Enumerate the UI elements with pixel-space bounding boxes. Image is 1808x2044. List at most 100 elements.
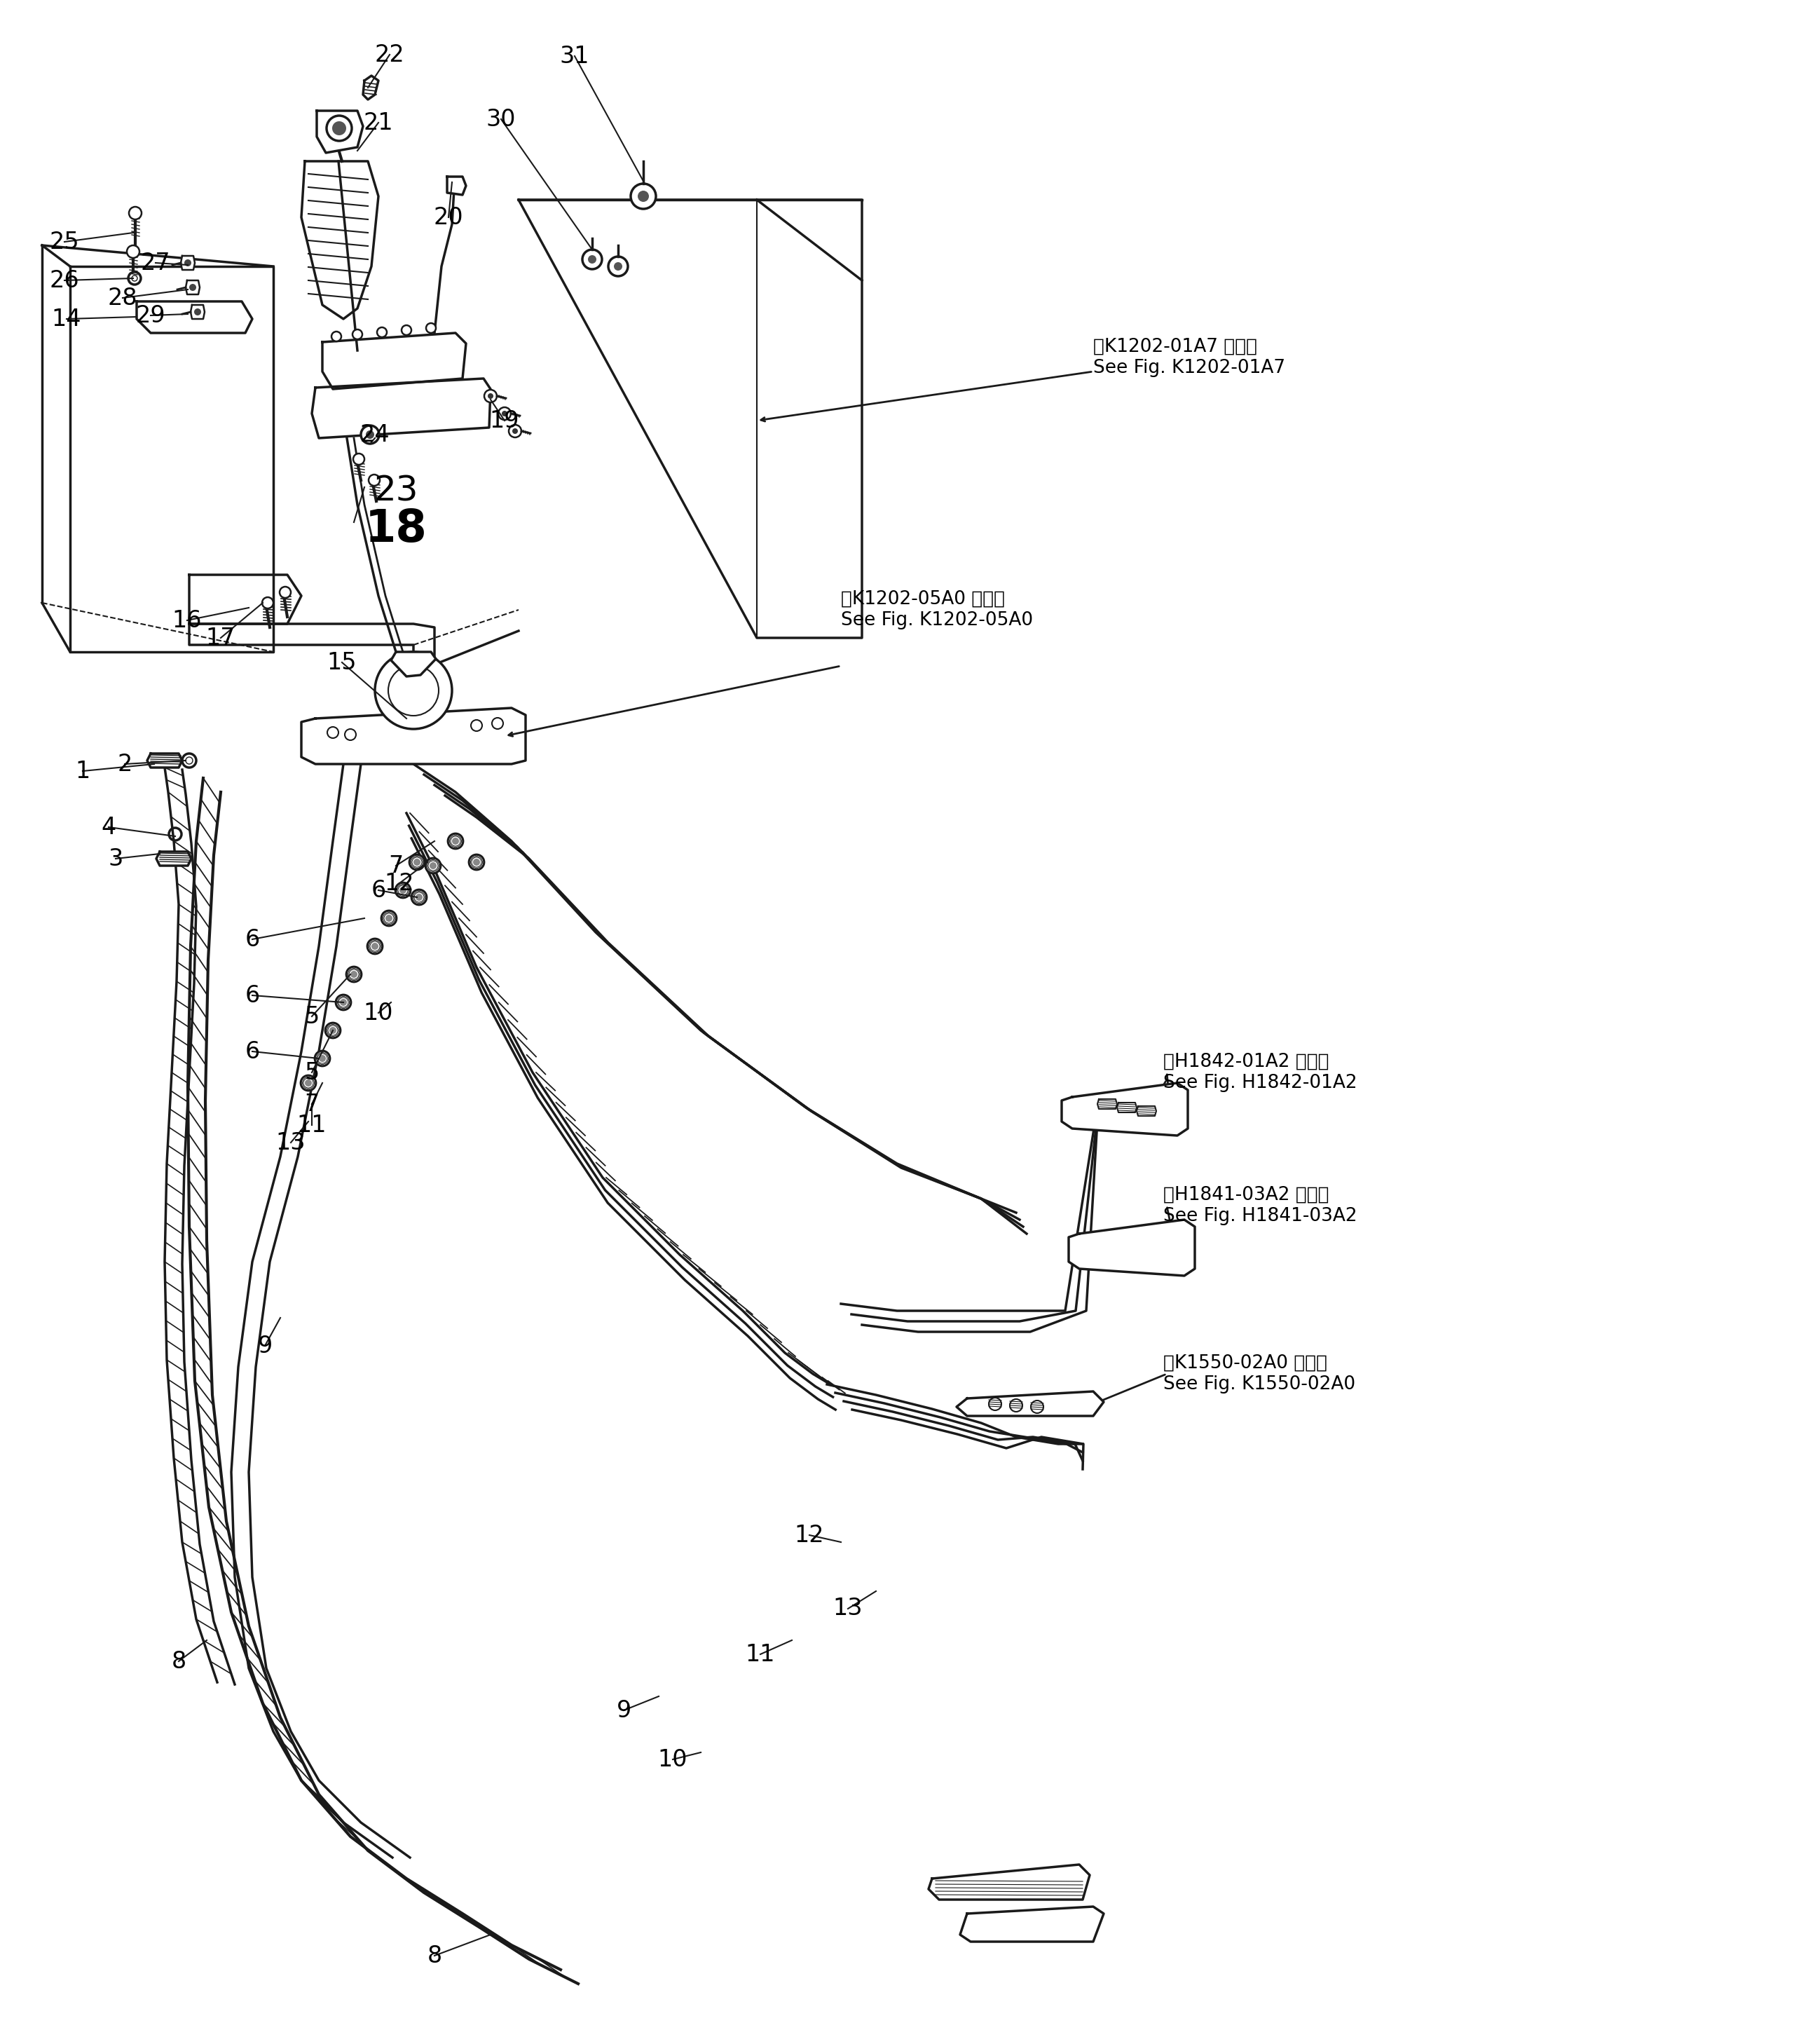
Text: 第K1550-02A0 図参照
See Fig. K1550-02A0: 第K1550-02A0 図参照 See Fig. K1550-02A0: [1163, 1355, 1356, 1394]
Circle shape: [362, 425, 380, 444]
Circle shape: [381, 910, 396, 926]
Circle shape: [183, 754, 197, 769]
Polygon shape: [363, 76, 378, 100]
Circle shape: [615, 262, 622, 270]
Text: 15: 15: [327, 650, 356, 675]
Circle shape: [396, 883, 410, 897]
Text: 5: 5: [304, 1061, 320, 1083]
Polygon shape: [311, 378, 490, 437]
Text: 8: 8: [427, 1944, 441, 1966]
Circle shape: [351, 971, 358, 977]
Circle shape: [492, 717, 503, 730]
Polygon shape: [190, 305, 204, 319]
Circle shape: [488, 392, 494, 399]
Circle shape: [588, 256, 597, 264]
Circle shape: [325, 1022, 340, 1038]
Polygon shape: [447, 176, 466, 194]
Circle shape: [448, 834, 463, 848]
Circle shape: [345, 730, 356, 740]
Polygon shape: [1061, 1083, 1188, 1136]
Circle shape: [262, 597, 273, 609]
Text: 21: 21: [363, 110, 394, 135]
Text: 2: 2: [118, 752, 132, 775]
Polygon shape: [190, 574, 302, 623]
Circle shape: [385, 916, 392, 922]
Text: 6: 6: [371, 879, 385, 901]
Text: 31: 31: [560, 45, 589, 67]
Polygon shape: [155, 852, 192, 867]
Polygon shape: [137, 300, 253, 333]
Circle shape: [340, 1000, 347, 1006]
Polygon shape: [1097, 1100, 1117, 1110]
Circle shape: [193, 309, 201, 315]
Circle shape: [512, 429, 517, 433]
Text: 12: 12: [794, 1523, 824, 1547]
Circle shape: [128, 272, 141, 284]
Circle shape: [499, 407, 512, 419]
Text: 20: 20: [434, 206, 463, 229]
Polygon shape: [1069, 1220, 1195, 1275]
Circle shape: [485, 390, 497, 403]
Circle shape: [333, 121, 345, 135]
Text: 22: 22: [374, 43, 405, 65]
Polygon shape: [1137, 1106, 1157, 1116]
Text: 7: 7: [304, 1091, 320, 1116]
Polygon shape: [302, 707, 526, 764]
Text: 7: 7: [389, 854, 403, 877]
Circle shape: [315, 1051, 331, 1067]
Text: 1: 1: [76, 760, 90, 783]
Circle shape: [474, 858, 481, 867]
Text: 9: 9: [617, 1699, 631, 1721]
Text: 10: 10: [363, 1002, 394, 1024]
Circle shape: [1011, 1398, 1023, 1412]
Polygon shape: [316, 110, 363, 153]
Text: 10: 10: [658, 1748, 687, 1770]
Circle shape: [374, 652, 452, 730]
Circle shape: [331, 331, 342, 341]
Circle shape: [452, 838, 459, 844]
Text: 17: 17: [206, 625, 235, 650]
Circle shape: [306, 1079, 311, 1087]
Circle shape: [503, 411, 508, 417]
Polygon shape: [1117, 1102, 1137, 1112]
Circle shape: [345, 967, 362, 981]
Text: 24: 24: [360, 423, 391, 446]
Circle shape: [409, 854, 425, 871]
Circle shape: [336, 995, 351, 1010]
Polygon shape: [956, 1392, 1103, 1416]
Circle shape: [470, 719, 483, 732]
Text: 第H1842-01A2 図参照
See Fig. H1842-01A2: 第H1842-01A2 図参照 See Fig. H1842-01A2: [1163, 1053, 1358, 1091]
Text: 9: 9: [257, 1335, 273, 1357]
Text: 第H1841-03A2 図参照
See Fig. H1841-03A2: 第H1841-03A2 図参照 See Fig. H1841-03A2: [1163, 1186, 1358, 1224]
Circle shape: [412, 889, 427, 905]
Text: 6: 6: [244, 1040, 260, 1063]
Text: 11: 11: [297, 1114, 327, 1136]
Text: 第K1202-05A0 図参照
See Fig. K1202-05A0: 第K1202-05A0 図参照 See Fig. K1202-05A0: [841, 591, 1032, 630]
Text: 3: 3: [108, 846, 123, 871]
Polygon shape: [929, 1864, 1090, 1899]
Text: 23: 23: [374, 474, 418, 507]
Circle shape: [468, 854, 485, 871]
Text: 19: 19: [490, 409, 519, 431]
Text: 26: 26: [49, 270, 80, 292]
Circle shape: [318, 1055, 325, 1063]
Text: 13: 13: [277, 1130, 306, 1155]
Circle shape: [414, 858, 421, 867]
Text: 14: 14: [52, 307, 81, 331]
Circle shape: [427, 323, 436, 333]
Circle shape: [607, 258, 627, 276]
Text: 6: 6: [244, 928, 260, 950]
Text: 29: 29: [136, 305, 166, 327]
Circle shape: [416, 893, 423, 901]
Polygon shape: [186, 280, 199, 294]
Text: 25: 25: [49, 231, 80, 253]
Circle shape: [401, 325, 412, 335]
Circle shape: [369, 474, 380, 486]
Circle shape: [989, 1398, 1002, 1410]
Circle shape: [425, 858, 441, 873]
Text: 4: 4: [101, 816, 116, 838]
Polygon shape: [146, 754, 183, 769]
Text: 11: 11: [745, 1643, 776, 1666]
Polygon shape: [960, 1907, 1103, 1942]
Circle shape: [300, 1075, 316, 1091]
